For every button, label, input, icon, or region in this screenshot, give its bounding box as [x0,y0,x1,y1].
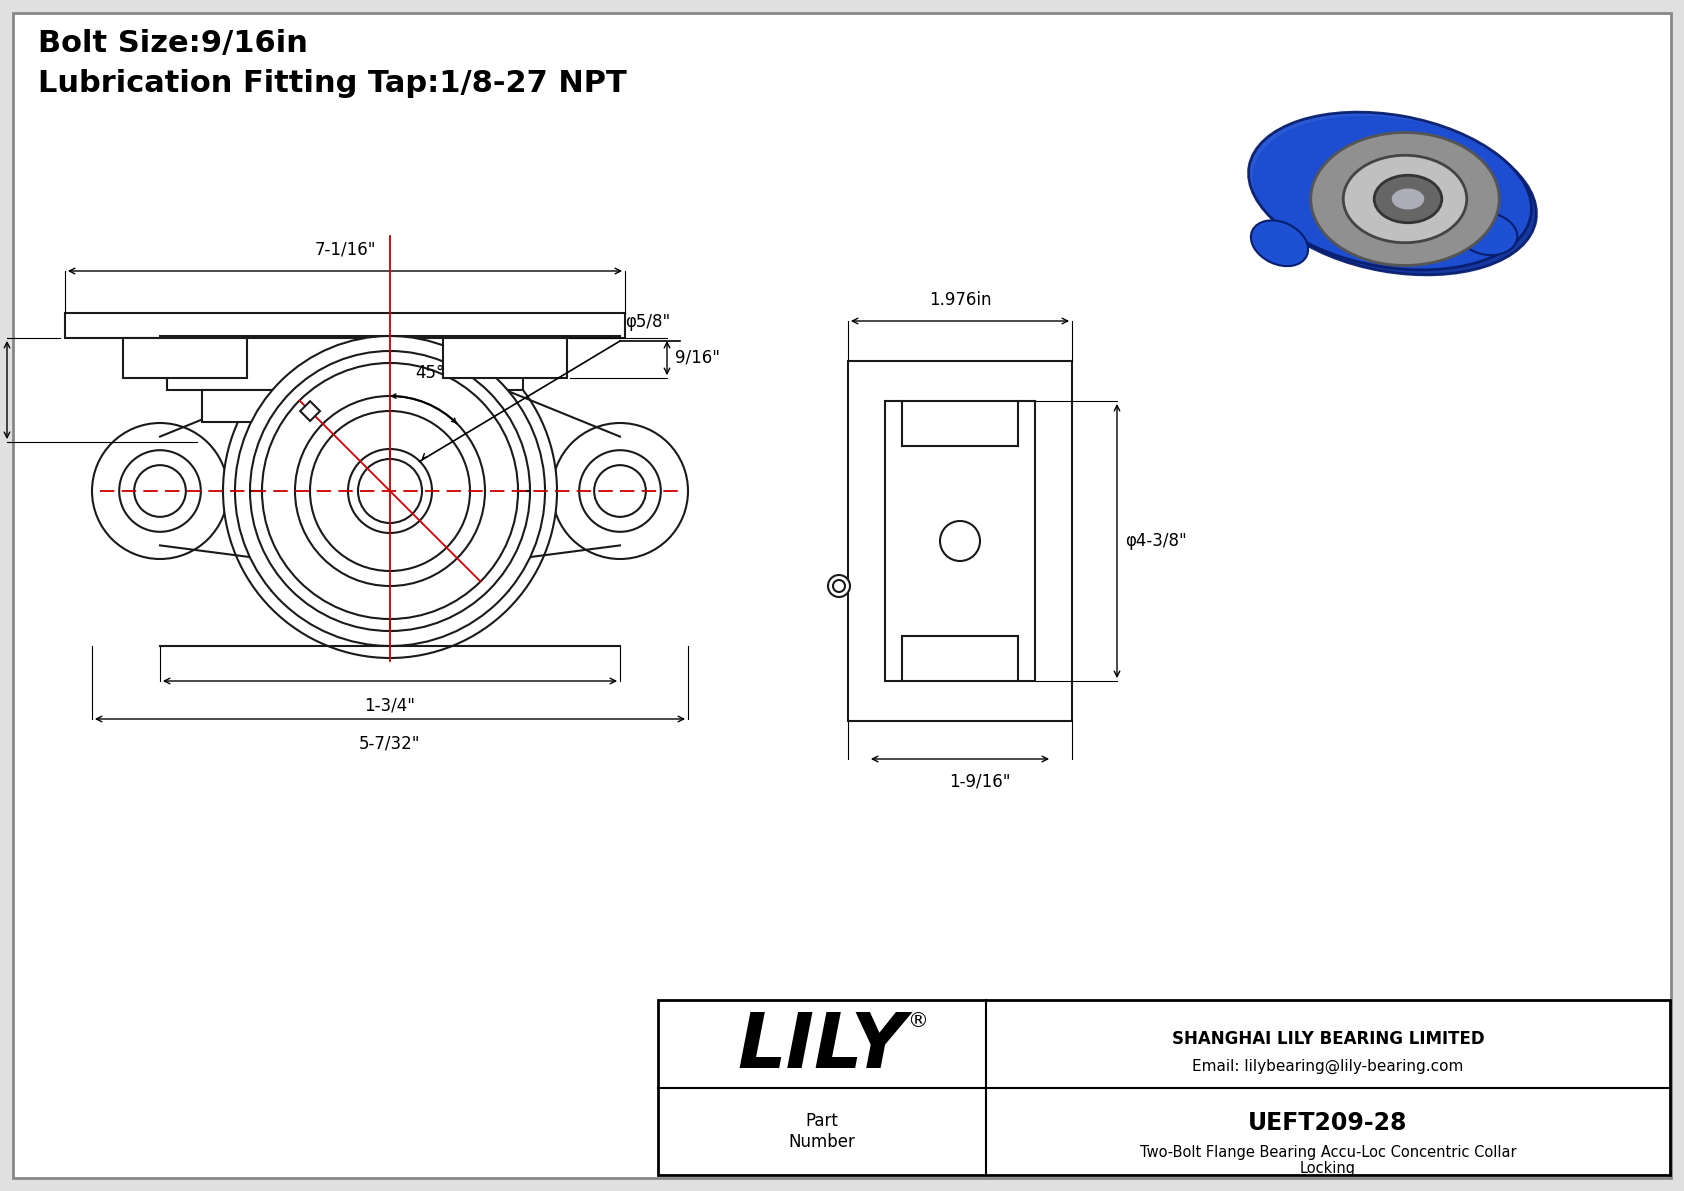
Circle shape [93,423,227,559]
Ellipse shape [1253,117,1536,275]
Bar [123,338,248,378]
Bar [886,401,1036,681]
Ellipse shape [1334,198,1386,233]
Circle shape [552,423,689,559]
Circle shape [295,395,485,586]
Ellipse shape [1458,212,1517,255]
Ellipse shape [1391,188,1425,210]
Circle shape [349,449,433,534]
Circle shape [120,450,200,532]
Text: Part
Number: Part Number [788,1112,855,1151]
Bar [443,338,568,378]
Text: Two-Bolt Flange Bearing Accu-Loc Concentric Collar: Two-Bolt Flange Bearing Accu-Loc Concent… [1140,1145,1516,1160]
Text: LILY: LILY [738,1010,906,1084]
Circle shape [834,580,845,592]
Text: 1.976in: 1.976in [930,291,992,308]
Bar [66,313,625,338]
Circle shape [940,520,980,561]
Bar [300,401,320,420]
Circle shape [829,575,850,597]
Bar [849,361,1073,721]
Ellipse shape [1310,132,1499,266]
Text: 1-9/16": 1-9/16" [950,773,1010,791]
Text: 45°: 45° [414,364,445,382]
Text: φ5/8": φ5/8" [625,313,670,331]
Text: φ4-3/8": φ4-3/8" [1125,532,1187,550]
Circle shape [310,411,470,570]
Circle shape [236,336,546,646]
Circle shape [222,324,557,657]
Circle shape [263,363,519,619]
Circle shape [249,351,530,631]
Text: Locking: Locking [1300,1160,1356,1176]
Ellipse shape [1251,220,1308,266]
Text: Email: lilybearing@lily-bearing.com: Email: lilybearing@lily-bearing.com [1192,1059,1463,1074]
Bar [263,422,428,442]
Text: Lubrication Fitting Tap:1/8-27 NPT: Lubrication Fitting Tap:1/8-27 NPT [39,69,626,98]
Text: 1-3/4": 1-3/4" [364,696,416,713]
Ellipse shape [1248,112,1531,270]
FancyBboxPatch shape [13,13,1671,1178]
Text: SHANGHAI LILY BEARING LIMITED: SHANGHAI LILY BEARING LIMITED [1172,1029,1484,1048]
Ellipse shape [1344,155,1467,243]
Text: UEFT209-28: UEFT209-28 [1248,1110,1408,1135]
Circle shape [594,466,647,517]
Text: ®: ® [908,1011,928,1031]
Ellipse shape [1374,175,1442,223]
Text: Bolt Size:9/16in: Bolt Size:9/16in [39,29,308,58]
Bar [167,338,524,389]
Circle shape [359,459,423,523]
Bar [202,389,488,422]
Text: 7-1/16": 7-1/16" [315,241,376,258]
Bar [658,1000,1671,1176]
Circle shape [135,466,185,517]
Circle shape [579,450,660,532]
Text: 9/16": 9/16" [675,349,721,367]
Text: 5-7/32": 5-7/32" [359,734,421,752]
